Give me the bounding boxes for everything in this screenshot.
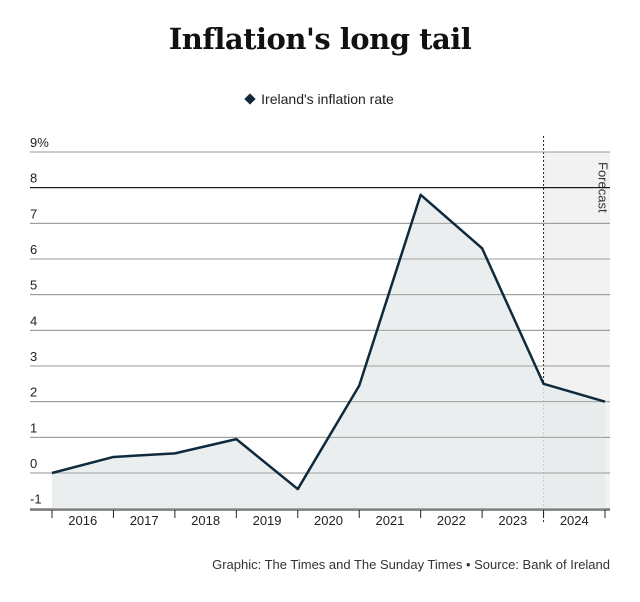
- x-tick-label: 2023: [498, 513, 527, 528]
- chart-title: Inflation's long tail: [168, 22, 472, 56]
- x-tick-label: 2019: [253, 513, 282, 528]
- y-tick-label: 1: [30, 420, 37, 435]
- x-tick-label: 2020: [314, 513, 343, 528]
- x-tick-label: 2024: [560, 513, 589, 528]
- legend-label: Ireland's inflation rate: [261, 91, 394, 107]
- y-tick-label: 9%: [30, 135, 49, 150]
- y-tick-label: 7: [30, 206, 37, 221]
- y-tick-label: 3: [30, 349, 37, 364]
- y-tick-label: 2: [30, 385, 37, 400]
- x-tick-label: 2016: [68, 513, 97, 528]
- series-area: [52, 194, 605, 511]
- y-tick-label: 8: [30, 171, 37, 186]
- y-tick-label: 5: [30, 278, 37, 293]
- y-tick-label: 4: [30, 313, 37, 328]
- x-tick-label: 2021: [375, 513, 404, 528]
- y-tick-label: 0: [30, 456, 37, 471]
- x-tick-label: 2022: [437, 513, 466, 528]
- x-tick-label: 2018: [191, 513, 220, 528]
- series-line: [51, 193, 606, 491]
- y-tick-label: 6: [30, 242, 37, 257]
- source-note: Graphic: The Times and The Sunday Times …: [212, 557, 610, 572]
- x-tick-label: 2017: [130, 513, 159, 528]
- legend: Ireland's inflation rate: [0, 91, 640, 107]
- y-tick-label: -1: [30, 492, 42, 507]
